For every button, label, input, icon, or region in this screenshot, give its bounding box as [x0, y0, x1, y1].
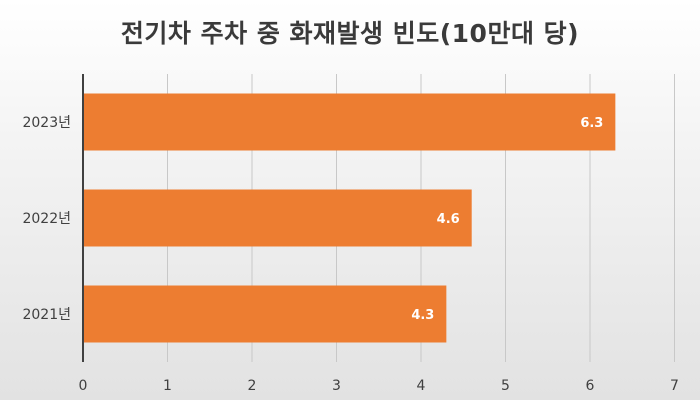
x-tick-label: 7 [670, 378, 679, 394]
bar-2 [83, 285, 447, 343]
x-tick-label: 5 [501, 378, 510, 394]
x-tick-label: 4 [417, 378, 426, 394]
x-tick-label: 1 [163, 378, 172, 394]
data-label: 4.3 [411, 308, 434, 323]
x-tick-label: 3 [332, 378, 341, 394]
x-tick-label: 0 [79, 378, 88, 394]
bar-1 [83, 189, 472, 247]
data-label: 6.3 [580, 116, 603, 131]
chart-title: 전기차 주차 중 화재발생 빈도(10만대 당) [120, 19, 580, 48]
bar-0 [83, 93, 616, 151]
category-label: 2021년 [22, 307, 71, 323]
x-tick-label: 6 [586, 378, 595, 394]
category-label: 2023년 [22, 115, 71, 131]
category-label: 2022년 [22, 211, 71, 227]
x-tick-label: 2 [248, 378, 257, 394]
data-label: 4.6 [437, 212, 460, 227]
